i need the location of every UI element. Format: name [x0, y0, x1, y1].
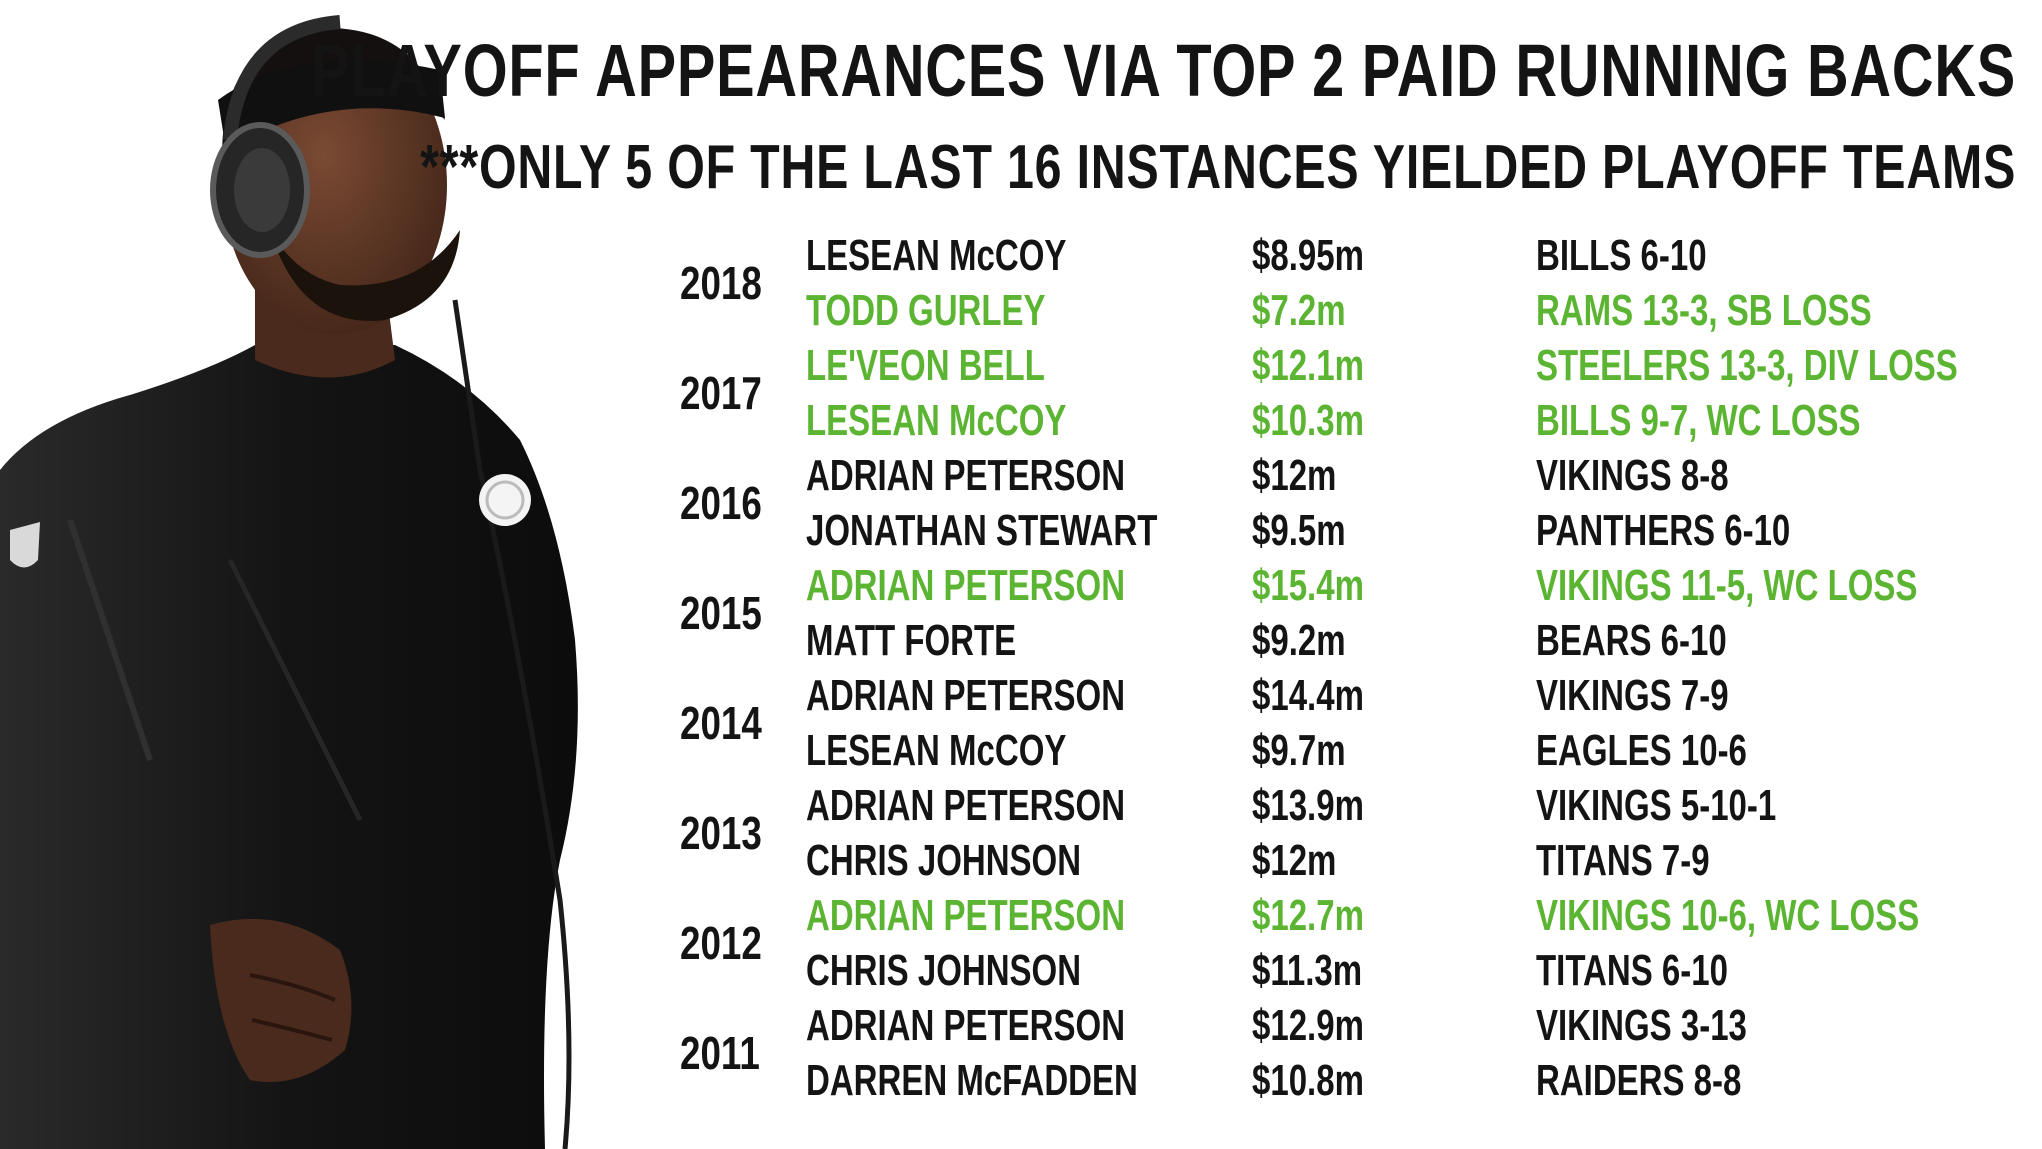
team-record: TITANS 7-9: [1536, 836, 1710, 885]
player-salary: $9.2m: [1252, 616, 1346, 665]
player-name: CHRIS JOHNSON: [806, 836, 1082, 885]
player-row: DARREN McFADDEN $10.8m RAIDERS 8-8: [680, 1053, 2020, 1108]
page-subtitle: ***ONLY 5 OF THE LAST 16 INSTANCES YIELD…: [420, 133, 2016, 202]
player-name: TODD GURLEY: [806, 286, 1046, 335]
page-title: PLAYOFF APPEARANCES VIA TOP 2 PAID RUNNI…: [310, 29, 2016, 112]
season-year: 2016: [680, 477, 762, 529]
season-group: 2017 LE'VEON BELL $12.1m STEELERS 13-3, …: [680, 338, 2020, 448]
season-year: 2018: [680, 257, 762, 309]
player-name: ADRIAN PETERSON: [806, 561, 1126, 610]
player-row: LESEAN McCOY $9.7m EAGLES 10-6: [680, 723, 2020, 778]
player-salary: $11.3m: [1252, 946, 1363, 995]
player-name: CHRIS JOHNSON: [806, 946, 1082, 995]
player-row: CHRIS JOHNSON $11.3m TITANS 6-10: [680, 943, 2020, 998]
player-salary: $12.1m: [1252, 341, 1364, 390]
player-row: MATT FORTE $9.2m BEARS 6-10: [680, 613, 2020, 668]
player-row: ADRIAN PETERSON $12.9m VIKINGS 3-13: [680, 998, 2020, 1053]
player-row: ADRIAN PETERSON $15.4m VIKINGS 11-5, WC …: [680, 558, 2020, 613]
player-salary: $9.7m: [1252, 726, 1346, 775]
team-record: BEARS 6-10: [1536, 616, 1727, 665]
player-salary: $8.95m: [1252, 231, 1364, 280]
season-group: 2013 ADRIAN PETERSON $13.9m VIKINGS 5-10…: [680, 778, 2020, 888]
player-name: ADRIAN PETERSON: [806, 891, 1126, 940]
player-row: TODD GURLEY $7.2m RAMS 13-3, SB LOSS: [680, 283, 2020, 338]
player-salary: $15.4m: [1252, 561, 1364, 610]
team-record: EAGLES 10-6: [1536, 726, 1747, 775]
season-year: 2013: [680, 807, 762, 859]
team-record: BILLS 6-10: [1536, 231, 1707, 280]
player-row: LESEAN McCOY $10.3m BILLS 9-7, WC LOSS: [680, 393, 2020, 448]
team-record: PANTHERS 6-10: [1536, 506, 1791, 555]
season-group: 2018 LESEAN McCOY $8.95m BILLS 6-10 TODD…: [680, 228, 2020, 338]
player-salary: $13.9m: [1252, 781, 1364, 830]
team-record: VIKINGS 5-10-1: [1536, 781, 1777, 830]
team-record: VIKINGS 10-6, WC LOSS: [1536, 891, 1920, 940]
player-name: LESEAN McCOY: [806, 726, 1067, 775]
season-group: 2015 ADRIAN PETERSON $15.4m VIKINGS 11-5…: [680, 558, 2020, 668]
player-photo: [0, 0, 640, 1149]
team-record: RAIDERS 8-8: [1536, 1056, 1742, 1105]
player-name: MATT FORTE: [806, 616, 1017, 665]
player-name: ADRIAN PETERSON: [806, 1001, 1126, 1050]
player-salary: $7.2m: [1252, 286, 1346, 335]
season-year: 2017: [680, 367, 762, 419]
player-row: ADRIAN PETERSON $13.9m VIKINGS 5-10-1: [680, 778, 2020, 833]
player-salary: $14.4m: [1252, 671, 1364, 720]
player-row: JONATHAN STEWART $9.5m PANTHERS 6-10: [680, 503, 2020, 558]
season-group: 2014 ADRIAN PETERSON $14.4m VIKINGS 7-9 …: [680, 668, 2020, 778]
player-salary: $9.5m: [1252, 506, 1346, 555]
player-name: LESEAN McCOY: [806, 396, 1067, 445]
player-name: LE'VEON BELL: [806, 341, 1045, 390]
player-name: ADRIAN PETERSON: [806, 781, 1126, 830]
team-record: VIKINGS 7-9: [1536, 671, 1729, 720]
season-year: 2015: [680, 587, 762, 639]
player-salary: $10.8m: [1252, 1056, 1364, 1105]
player-name: JONATHAN STEWART: [806, 506, 1158, 555]
season-year: 2014: [680, 697, 762, 749]
salary-table: 2018 LESEAN McCOY $8.95m BILLS 6-10 TODD…: [680, 228, 2020, 1108]
player-name: LESEAN McCOY: [806, 231, 1067, 280]
team-record: BILLS 9-7, WC LOSS: [1536, 396, 1861, 445]
player-row: ADRIAN PETERSON $12.7m VIKINGS 10-6, WC …: [680, 888, 2020, 943]
season-group: 2016 ADRIAN PETERSON $12m VIKINGS 8-8 JO…: [680, 448, 2020, 558]
player-row: LE'VEON BELL $12.1m STEELERS 13-3, DIV L…: [680, 338, 2020, 393]
player-salary: $12.9m: [1252, 1001, 1364, 1050]
season-group: 2011 ADRIAN PETERSON $12.9m VIKINGS 3-13…: [680, 998, 2020, 1108]
player-salary: $10.3m: [1252, 396, 1364, 445]
player-name: ADRIAN PETERSON: [806, 451, 1126, 500]
team-record: VIKINGS 3-13: [1536, 1001, 1747, 1050]
player-row: CHRIS JOHNSON $12m TITANS 7-9: [680, 833, 2020, 888]
player-name: ADRIAN PETERSON: [806, 671, 1126, 720]
player-salary: $12.7m: [1252, 891, 1364, 940]
player-row: LESEAN McCOY $8.95m BILLS 6-10: [680, 228, 2020, 283]
player-row: ADRIAN PETERSON $12m VIKINGS 8-8: [680, 448, 2020, 503]
season-year: 2011: [680, 1027, 760, 1079]
player-salary: $12m: [1252, 836, 1337, 885]
team-record: RAMS 13-3, SB LOSS: [1536, 286, 1872, 335]
team-record: VIKINGS 11-5, WC LOSS: [1536, 561, 1918, 610]
season-year: 2012: [680, 917, 762, 969]
team-record: STEELERS 13-3, DIV LOSS: [1536, 341, 1958, 390]
player-name: DARREN McFADDEN: [806, 1056, 1138, 1105]
player-salary: $12m: [1252, 451, 1337, 500]
team-record: TITANS 6-10: [1536, 946, 1728, 995]
team-record: VIKINGS 8-8: [1536, 451, 1729, 500]
player-row: ADRIAN PETERSON $14.4m VIKINGS 7-9: [680, 668, 2020, 723]
season-group: 2012 ADRIAN PETERSON $12.7m VIKINGS 10-6…: [680, 888, 2020, 998]
